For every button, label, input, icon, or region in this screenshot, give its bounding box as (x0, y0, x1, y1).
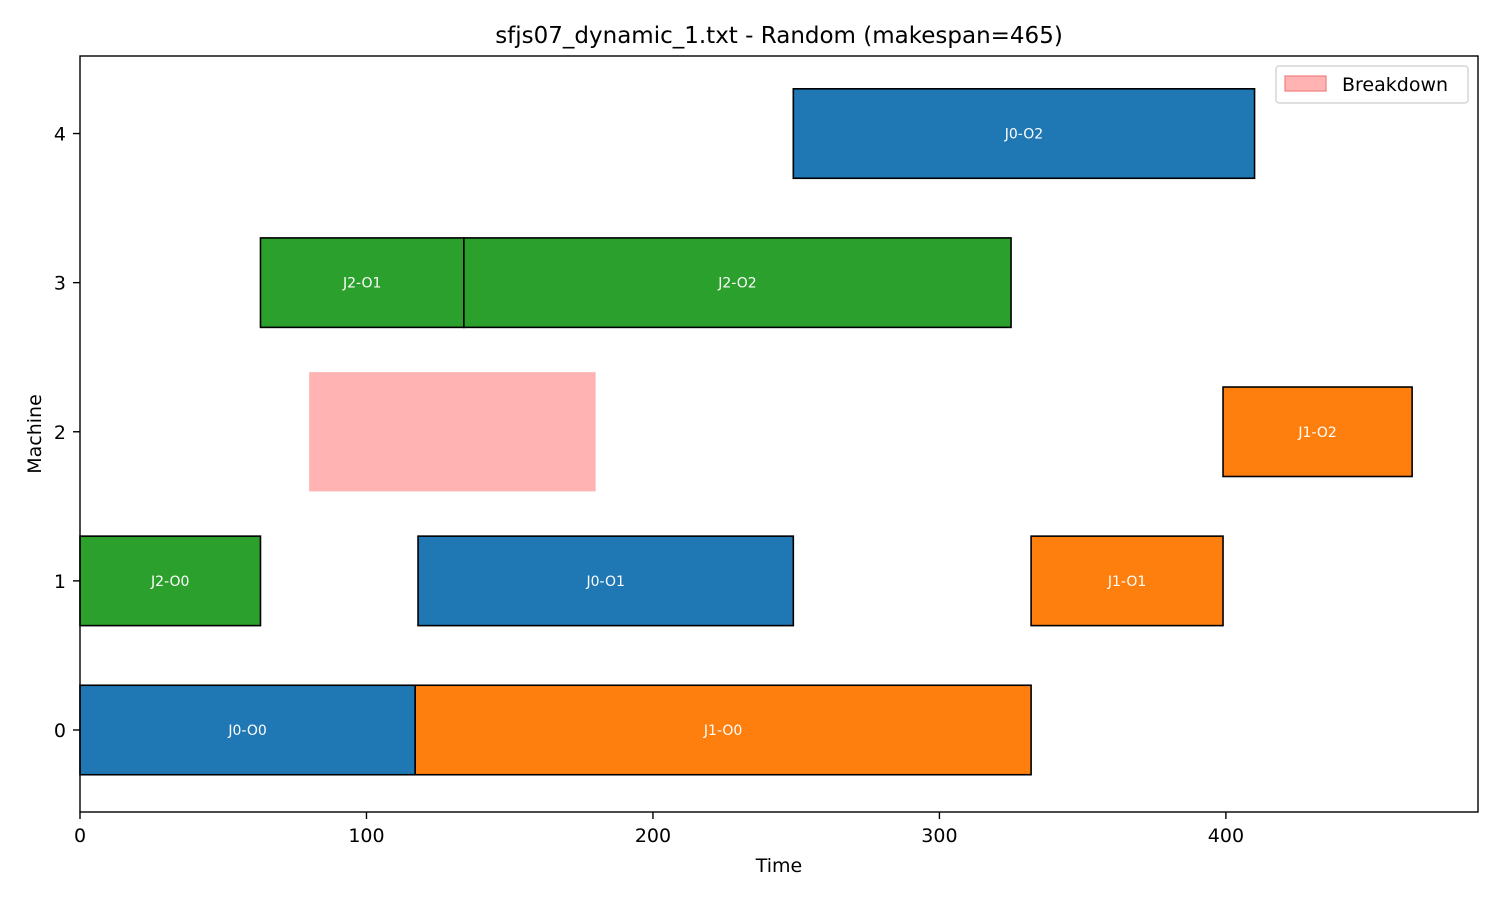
operation-bar (463, 237, 1012, 329)
legend-box (1275, 65, 1469, 104)
operation-bar (1030, 535, 1224, 627)
axes-frame (79, 55, 1479, 813)
operation-bar (414, 684, 1032, 776)
operation-label: J1-O2 (1297, 425, 1336, 441)
y-axis-title: Machine (24, 394, 46, 474)
x-tick-label: 100 (348, 825, 384, 847)
legend-label-breakdown: Breakdown (1342, 74, 1448, 96)
y-tick-label: 1 (54, 571, 66, 593)
operation-label: J0-O1 (585, 574, 624, 590)
y-tick-label: 0 (54, 720, 66, 742)
operation-bar (79, 535, 262, 627)
operation-label: J1-O1 (1107, 574, 1146, 590)
operation-label: J2-O0 (150, 574, 189, 590)
operation-bar (1222, 386, 1413, 478)
x-tick-label: 200 (635, 825, 671, 847)
operation-label: J2-O2 (717, 276, 756, 292)
y-tick-label: 4 (54, 124, 66, 146)
operation-label: J1-O0 (703, 723, 742, 739)
breakdown-bar (309, 372, 596, 492)
operation-label: J2-O1 (342, 276, 381, 292)
x-axis-title: Time (755, 855, 803, 877)
x-tick-label: 0 (74, 825, 86, 847)
operation-label: J0-O0 (227, 723, 266, 739)
operation-label: J0-O2 (1004, 127, 1043, 143)
legend-swatch-breakdown (1284, 75, 1327, 92)
legend: Breakdown (1275, 65, 1469, 104)
y-tick-label: 3 (54, 273, 66, 295)
chart-title: sfjs07_dynamic_1.txt - Random (makespan=… (495, 23, 1063, 49)
operation-bar (417, 535, 795, 627)
operation-bar (79, 684, 416, 776)
operation-bar (792, 88, 1256, 180)
y-tick-label: 2 (54, 422, 66, 444)
x-tick-label: 400 (1208, 825, 1244, 847)
x-tick-label: 300 (921, 825, 957, 847)
axes: 0 100 200 300 400 0 1 2 3 4 (54, 55, 1479, 847)
plot-area: J0-O0 J1-O0 J2-O0 J0-O1 J1-O1 J1-O2 J2-O1 J2-O2… (79, 88, 1413, 776)
operation-bar (259, 237, 465, 329)
